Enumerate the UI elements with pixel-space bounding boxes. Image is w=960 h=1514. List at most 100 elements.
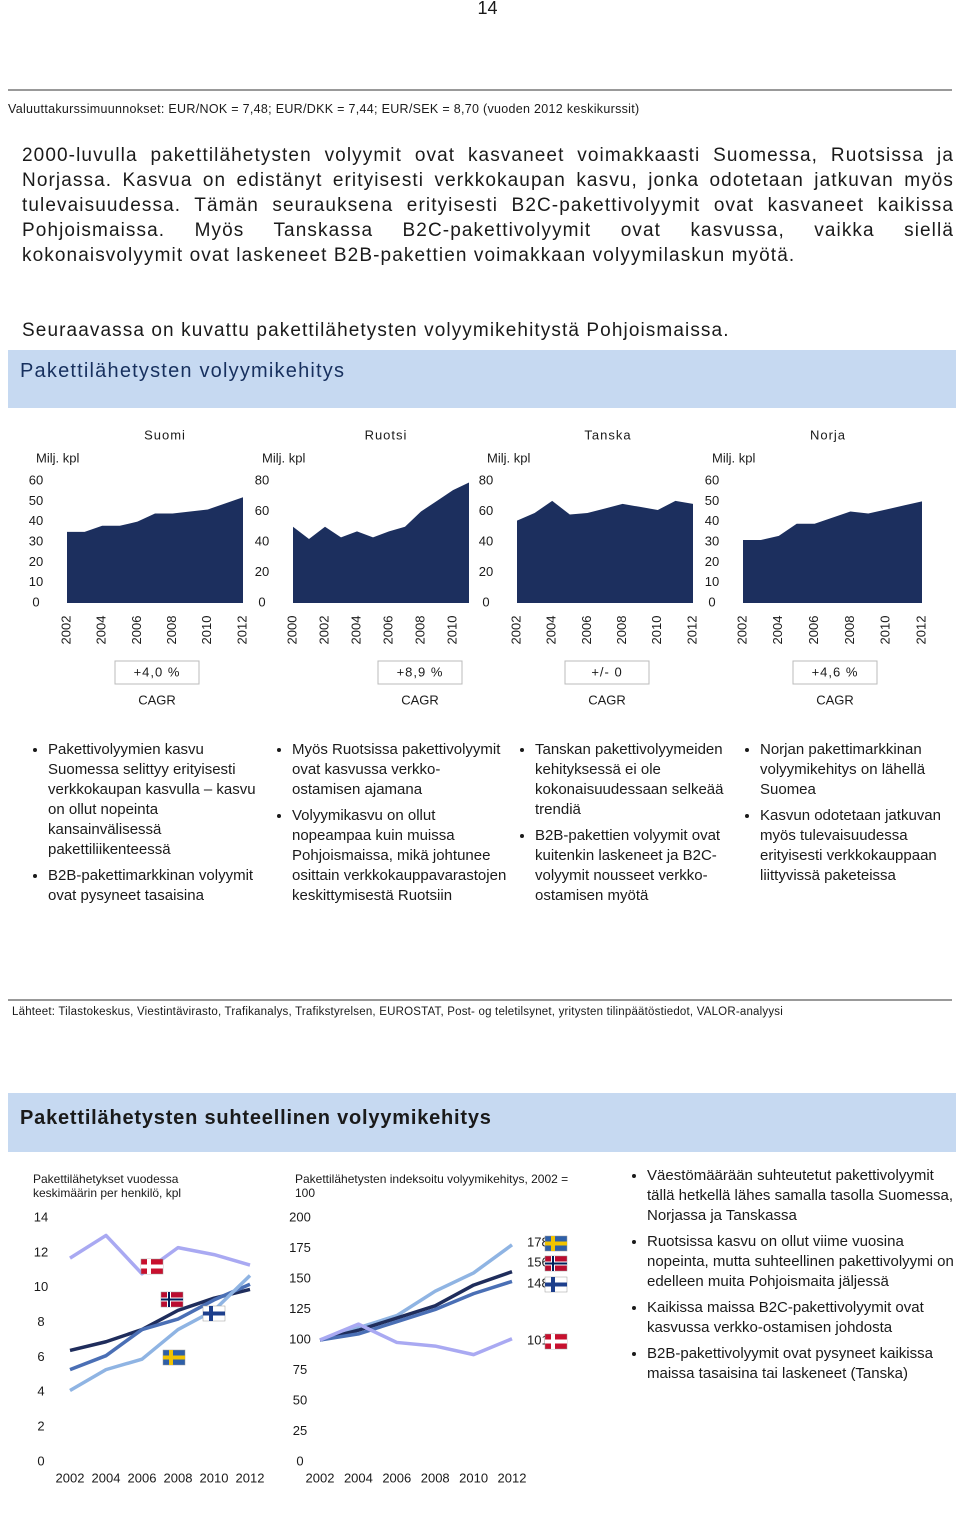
y-tick-label: 4 (37, 1384, 44, 1399)
x-tick-label: 2004 (344, 1470, 373, 1485)
y-tick-label: 60 (479, 503, 493, 518)
flag-cross (545, 1262, 567, 1265)
y-tick-label: 20 (705, 554, 719, 569)
data-label: 101 (527, 1332, 549, 1347)
y-tick-label: 10 (29, 574, 43, 589)
flag-cross (545, 1339, 567, 1344)
y-tick-label: 20 (255, 564, 269, 579)
x-tick-label: 2010 (200, 1470, 229, 1485)
y-tick-label: 30 (705, 533, 719, 548)
x-tick-label: 2008 (412, 616, 427, 645)
area (67, 497, 243, 603)
chart-title: Ruotsi (365, 427, 408, 442)
x-tick-label: 2006 (806, 616, 821, 645)
axis-label: Milj. kpl (36, 450, 79, 465)
x-tick-label: 2012 (234, 616, 249, 645)
x-tick-label: 2008 (614, 616, 629, 645)
x-tick-label: 2004 (94, 616, 109, 645)
cagr-value: +8,9 % (397, 664, 444, 679)
data-label: 156 (527, 1254, 549, 1269)
x-tick-label: 2010 (878, 616, 893, 645)
section-title: Pakettilähetysten volyymikehitys (20, 360, 346, 382)
flag-cross (545, 1282, 567, 1287)
section-header-bg (8, 350, 956, 408)
x-tick-label: 2010 (444, 616, 459, 645)
chart-title: Pakettilähetysten indeksoitu volyymikehi… (295, 1172, 569, 1200)
y-tick-label: 200 (289, 1209, 311, 1224)
x-tick-label: 2008 (164, 616, 179, 645)
flag-cross (203, 1311, 225, 1316)
x-tick-label: 2000 (284, 616, 299, 645)
bullet: Pakettivolyymien kasvu Suomessa selittyy… (48, 740, 263, 860)
y-tick-label: 50 (29, 493, 43, 508)
y-tick-label: 60 (255, 503, 269, 518)
paragraph: 2000-luvulla pakettilähetysten volyymit … (22, 145, 954, 266)
y-tick-label: 50 (293, 1392, 307, 1407)
line (69, 1274, 252, 1393)
line (319, 1243, 514, 1342)
source: Lähteet: Tilastokeskus, Viestintävirasto… (12, 1006, 784, 1018)
x-tick-label: 2006 (129, 616, 144, 645)
flag-cross (141, 1264, 163, 1269)
y-tick-label: 25 (293, 1423, 307, 1438)
x-tick-label: 2008 (164, 1470, 193, 1485)
chart-title: Norja (810, 427, 846, 442)
cagr-box (377, 660, 463, 685)
x-tick-label: 2002 (508, 616, 523, 645)
y-tick-label: 40 (705, 513, 719, 528)
x-tick-label: 2010 (199, 616, 214, 645)
bullet: Kaikissa maissa B2C-pakettivolyymit ovat… (647, 1298, 957, 1338)
x-tick-label: 2004 (92, 1470, 121, 1485)
x-tick-label: 2008 (421, 1470, 450, 1485)
bullet-list: Pakettivolyymien kasvu Suomessa selittyy… (28, 740, 263, 912)
chart-title: Tanska (584, 427, 631, 442)
y-tick-label: 50 (705, 493, 719, 508)
cagr-label: CAGR (138, 692, 176, 707)
section-header-bg (8, 1093, 956, 1152)
cagr-box (564, 660, 650, 685)
chart-title: Pakettilähetykset vuodessa keskimäärin p… (33, 1172, 182, 1200)
y-tick-label: 14 (34, 1209, 48, 1224)
y-tick-label: 12 (34, 1244, 48, 1259)
y-tick-label: 75 (293, 1362, 307, 1377)
y-tick-label: 100 (289, 1331, 311, 1346)
x-tick-label: 2012 (913, 616, 928, 645)
x-tick-label: 2006 (579, 616, 594, 645)
y-tick-label: 30 (29, 533, 43, 548)
cagr-value: +/- 0 (591, 664, 622, 679)
y-tick-label: 80 (255, 472, 269, 487)
y-tick-label: 125 (289, 1301, 311, 1316)
bullet: B2B-pakettien volyymit ovat kuitenkin la… (535, 826, 735, 906)
area (517, 500, 693, 603)
bullet: Norjan pakettimarkkinan volyymikehitys o… (760, 740, 960, 800)
x-tick-label: 2008 (842, 616, 857, 645)
data-label: 178 (527, 1234, 549, 1249)
x-tick-label: 2004 (770, 616, 785, 645)
axis-label: Milj. kpl (487, 450, 530, 465)
cagr-label: CAGR (401, 692, 439, 707)
chart-title: Suomi (144, 427, 186, 442)
bullet: B2B-pakettimarkkinan volyymit ovat pysyn… (48, 866, 263, 906)
x-tick-label: 2006 (380, 616, 395, 645)
x-tick-label: 2002 (58, 616, 73, 645)
line (319, 1279, 513, 1342)
axis-label: Milj. kpl (262, 450, 305, 465)
cagr-box (114, 660, 200, 685)
cagr-box (792, 660, 878, 685)
bullet-list: Myös Ruotsissa pakettivolyymit ovat kasv… (272, 740, 507, 912)
y-tick-label: 2 (37, 1419, 44, 1434)
line (69, 1282, 251, 1372)
paragraph: Seuraavassa on kuvattu pakettilähetysten… (22, 320, 730, 341)
bullet: Väestömäärään suhteutetut pakettivolyymi… (647, 1166, 957, 1226)
y-tick-label: 40 (255, 533, 269, 548)
page-number: 14 (477, 0, 498, 18)
area (743, 501, 922, 603)
x-tick-label: 2012 (498, 1470, 527, 1485)
y-tick-label: 40 (479, 533, 493, 548)
y-tick-label: 60 (29, 472, 43, 487)
bullet: Volyymikasvu on ollut nopeampaa kuin mui… (292, 806, 507, 906)
y-tick-label: 0 (258, 594, 265, 609)
x-tick-label: 2012 (684, 616, 699, 645)
